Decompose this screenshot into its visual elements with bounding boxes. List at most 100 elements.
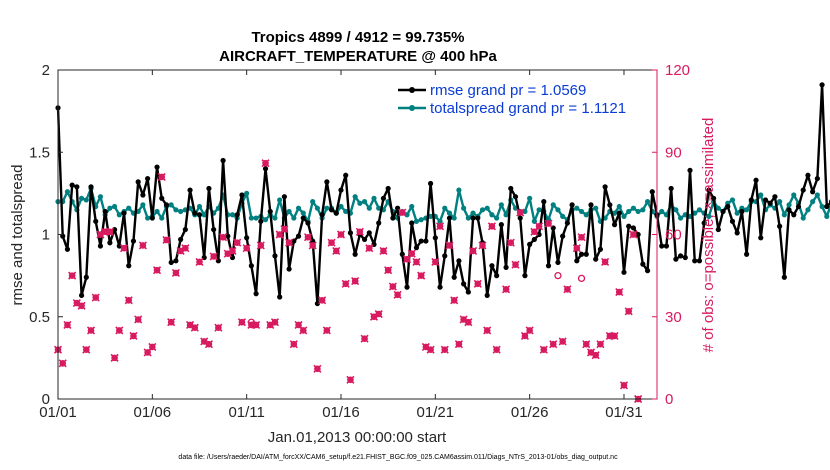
- x-axis-label: Jan.01,2013 00:00:00 start: [268, 429, 447, 446]
- obs-assimilated-cross: [148, 342, 157, 351]
- y-axis-label: rmse and totalspread: [9, 165, 26, 306]
- obs-assimilated-point: [280, 224, 289, 234]
- spread-point: [777, 199, 783, 205]
- spread-point: [800, 215, 806, 221]
- rmse-point: [442, 253, 448, 259]
- obs-assimilated-point: [346, 375, 355, 384]
- obs-assimilated-cross: [619, 381, 629, 390]
- obs-assimilated-point: [601, 257, 610, 266]
- spread-point: [295, 205, 302, 211]
- rmse-point: [461, 281, 467, 287]
- spread-point: [659, 208, 665, 215]
- obs-assimilated-cross: [629, 230, 638, 239]
- obs-assimilated-cross: [181, 244, 190, 253]
- spread-point: [229, 212, 236, 218]
- rmse-point: [772, 194, 778, 200]
- obs-assimilated-cross: [332, 246, 341, 256]
- rmse-point: [644, 268, 651, 274]
- rmse-point: [574, 258, 580, 264]
- obs-assimilated-cross: [82, 345, 91, 354]
- obs-assimilated-cross: [318, 296, 327, 305]
- obs-assimilated-point: [384, 266, 393, 275]
- obs-assimilated-point: [289, 340, 298, 349]
- obs-assimilated-point: [190, 323, 199, 332]
- obs-assimilated-cross: [129, 331, 138, 341]
- chart-title: Tropics 4899 / 4912 = 99.735%: [251, 29, 464, 46]
- y-right-tick-label: 60: [665, 227, 682, 244]
- spread-point: [461, 205, 467, 211]
- obs-assimilated-cross: [63, 320, 72, 330]
- rmse-point: [583, 251, 589, 257]
- rmse-point: [767, 200, 773, 206]
- obs-assimilated-cross: [124, 296, 133, 305]
- rmse-point: [800, 187, 806, 193]
- y-right-tick-label: 120: [665, 62, 690, 79]
- rmse-point: [93, 218, 99, 224]
- obs-assimilated-cross: [577, 233, 586, 242]
- spread-point: [583, 212, 589, 218]
- spread-point: [253, 215, 259, 221]
- rmse-point: [527, 241, 533, 247]
- obs-assimilated-cross: [313, 364, 322, 373]
- spread-point: [140, 202, 146, 208]
- rmse-point: [555, 259, 561, 266]
- spread-point: [616, 203, 622, 210]
- obs-assimilated-point: [374, 309, 383, 319]
- legend-rmse-label: rmse grand pr = 1.0569: [430, 82, 586, 99]
- obs-assimilated-point: [393, 290, 402, 299]
- rmse-point: [682, 254, 688, 261]
- obs-assimilated-cross: [322, 326, 331, 335]
- rmse-point: [347, 230, 354, 236]
- obs-assimilated-cross: [502, 285, 511, 294]
- obs-assimilated-cross: [152, 266, 162, 275]
- rmse-point: [560, 233, 566, 239]
- obs-assimilated-cross: [591, 351, 600, 360]
- legend-rmse-marker: [409, 87, 415, 93]
- rmse-point: [319, 212, 325, 218]
- obs-assimilated-cross: [167, 318, 176, 327]
- obs-assimilated-point: [379, 246, 388, 256]
- obs-assimilated-cross: [610, 331, 619, 341]
- rmse-point: [361, 236, 368, 243]
- obs-assimilated-point: [426, 345, 435, 354]
- obs-assimilated-cross: [558, 337, 567, 346]
- rmse-point: [399, 251, 405, 257]
- rmse-point: [248, 263, 254, 269]
- rmse-point: [475, 215, 481, 221]
- rmse-point: [729, 218, 736, 224]
- spread-point: [630, 205, 637, 211]
- obs-assimilated-point: [322, 326, 331, 335]
- rmse-point: [69, 182, 75, 188]
- spread-point: [409, 203, 415, 210]
- spread-point: [729, 197, 736, 203]
- rmse-point: [173, 258, 179, 264]
- obs-assimilated-point: [228, 246, 237, 256]
- rmse-point: [196, 212, 203, 218]
- rmse-point: [211, 226, 217, 233]
- obs-assimilated-point: [351, 277, 360, 286]
- rmse-point: [819, 82, 825, 88]
- rmse-point: [244, 235, 250, 241]
- obs-assimilated-point: [167, 318, 176, 327]
- obs-assimilated-cross: [384, 266, 393, 275]
- rmse-point: [517, 215, 523, 221]
- spread-point: [300, 210, 306, 216]
- obs-assimilated-point: [502, 285, 511, 294]
- spread-point: [536, 207, 542, 213]
- obs-assimilated-cross: [516, 208, 525, 217]
- rmse-point: [791, 212, 797, 218]
- rmse-point: [578, 251, 585, 257]
- obs-assimilated-point: [58, 359, 67, 368]
- obs-assimilated-cross: [487, 222, 496, 231]
- spread-point: [644, 199, 651, 205]
- spread-point: [371, 195, 377, 201]
- obs-assimilated-point: [558, 337, 567, 346]
- obs-assimilated-point: [285, 238, 294, 247]
- obs-assimilated-point: [119, 244, 129, 253]
- rmse-point: [824, 203, 830, 210]
- rmse-point: [74, 184, 80, 190]
- rmse-point: [602, 184, 608, 190]
- obs-assimilated-cross: [596, 340, 605, 349]
- rmse-point: [107, 240, 113, 246]
